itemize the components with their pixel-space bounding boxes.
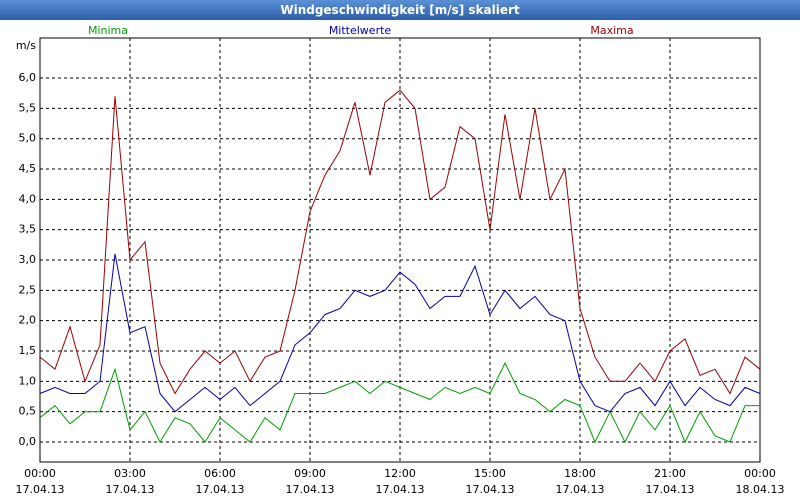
- x-tick-date: 17.04.13: [376, 483, 425, 496]
- y-tick-label: 2,5: [19, 283, 37, 296]
- x-tick-date: 17.04.13: [286, 483, 335, 496]
- x-tick-label: 15:00: [474, 467, 506, 480]
- x-tick-label: 21:00: [654, 467, 686, 480]
- y-tick-label: 5,0: [19, 132, 37, 145]
- y-tick-label: 6,0: [19, 71, 37, 84]
- x-tick-date: 18.04.13: [736, 483, 785, 496]
- x-tick-label: 03:00: [114, 467, 146, 480]
- x-tick-label: 00:00: [744, 467, 776, 480]
- y-axis-label: m/s: [16, 39, 36, 52]
- legend-label: Mittelwerte: [329, 24, 392, 37]
- x-tick-date: 17.04.13: [196, 483, 245, 496]
- x-tick-label: 12:00: [384, 467, 416, 480]
- x-tick-date: 17.04.13: [646, 483, 695, 496]
- series-line: [39, 361, 760, 444]
- title-bar: Windgeschwindigkeit [m/s] skaliert: [0, 0, 800, 20]
- y-tick-label: 0,0: [19, 435, 37, 448]
- y-tick-label: 2,0: [19, 314, 37, 327]
- y-tick-label: 1,0: [19, 374, 37, 387]
- y-tick-label: 3,5: [19, 223, 37, 236]
- legend-label: Maxima: [590, 24, 633, 37]
- series-line: [39, 89, 761, 395]
- y-tick-label: 4,0: [19, 192, 37, 205]
- x-tick-date: 17.04.13: [466, 483, 515, 496]
- x-tick-date: 17.04.13: [16, 483, 65, 496]
- x-tick-label: 09:00: [294, 467, 326, 480]
- y-tick-label: 1,5: [19, 344, 37, 357]
- y-tick-label: 3,0: [19, 253, 37, 266]
- series-line: [39, 253, 761, 413]
- x-tick-label: 06:00: [204, 467, 236, 480]
- legend-label: Minima: [88, 24, 128, 37]
- x-tick-label: 00:00: [24, 467, 56, 480]
- x-tick-date: 17.04.13: [106, 483, 155, 496]
- chart: m/s 0,0 0,5 1,0 1,5 2,0 2,5 3,0 3,5 4,0 4,5 5,0 5,5…: [16, 24, 785, 496]
- y-tick-label: 4,5: [19, 162, 37, 175]
- x-tick-date: 17.04.13: [556, 483, 605, 496]
- x-tick-label: 18:00: [564, 467, 596, 480]
- y-tick-label: 0,5: [19, 405, 37, 418]
- y-tick-label: 5,5: [19, 101, 37, 114]
